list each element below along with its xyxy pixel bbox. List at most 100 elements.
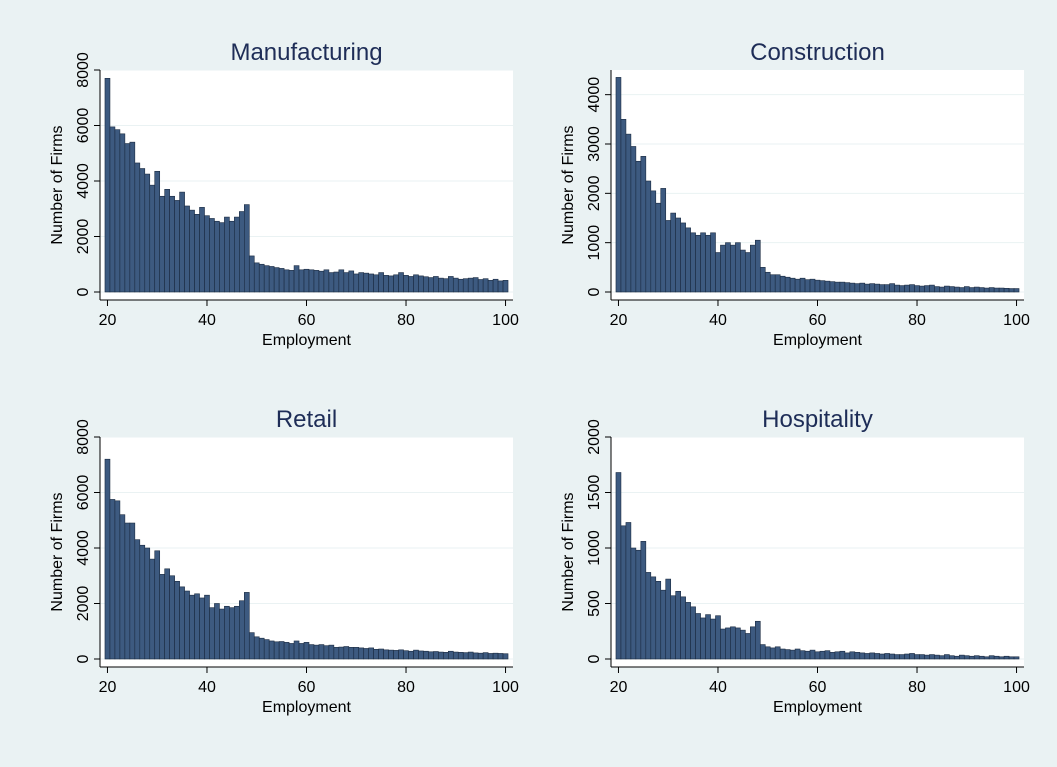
bar xyxy=(378,648,384,660)
bar xyxy=(750,626,756,660)
panel-title: Construction xyxy=(750,39,885,66)
bar xyxy=(373,274,379,293)
bar xyxy=(973,286,980,293)
bar xyxy=(680,222,686,293)
bar xyxy=(477,279,484,293)
bar xyxy=(844,652,851,660)
bar xyxy=(179,191,185,293)
bar xyxy=(789,649,796,660)
bar xyxy=(899,654,905,660)
bar xyxy=(204,215,210,293)
bar xyxy=(134,539,141,660)
bar xyxy=(954,655,960,660)
bar xyxy=(253,262,260,293)
x-tick-label: 60 xyxy=(298,312,316,329)
bar xyxy=(675,590,681,660)
bar xyxy=(472,277,479,293)
bar xyxy=(635,549,642,660)
bar xyxy=(333,271,340,293)
bar xyxy=(104,78,111,293)
bar xyxy=(209,218,215,293)
bar xyxy=(854,283,861,293)
bar xyxy=(879,653,885,660)
bar xyxy=(209,607,215,660)
bar xyxy=(730,626,736,660)
bar xyxy=(700,232,706,293)
x-tick-label: 80 xyxy=(397,679,415,696)
bar xyxy=(448,650,454,660)
bar xyxy=(849,651,856,660)
bar xyxy=(859,652,866,660)
bar xyxy=(428,277,434,293)
bar xyxy=(184,205,190,293)
x-axis-title: Employment xyxy=(262,332,351,349)
bar xyxy=(839,650,846,660)
y-tick-label: 0 xyxy=(75,287,92,296)
bar xyxy=(298,269,305,293)
bar xyxy=(764,646,771,660)
y-tick-label: 4000 xyxy=(75,163,92,199)
x-tick-label: 20 xyxy=(99,679,117,696)
x-tick-label: 80 xyxy=(908,312,926,329)
bar xyxy=(650,190,657,293)
bar xyxy=(303,268,310,293)
bar xyxy=(759,644,766,660)
bar xyxy=(869,652,876,660)
bar xyxy=(834,651,841,660)
bar xyxy=(288,270,295,293)
bar xyxy=(993,655,1000,660)
bar xyxy=(268,640,275,660)
bar xyxy=(298,643,305,660)
bar xyxy=(899,285,905,293)
bar xyxy=(338,646,345,660)
bar xyxy=(615,472,622,660)
bar xyxy=(720,628,726,660)
bar xyxy=(443,652,449,660)
y-tick-label: 0 xyxy=(586,287,603,296)
bar xyxy=(705,614,711,660)
bar xyxy=(973,655,980,660)
bar xyxy=(219,222,225,293)
bar xyxy=(149,184,156,293)
bar xyxy=(1003,655,1010,660)
bar xyxy=(204,594,210,660)
bar xyxy=(189,209,195,293)
y-tick-label: 4000 xyxy=(75,530,92,566)
bar xyxy=(418,275,424,293)
bar xyxy=(194,214,200,293)
bar xyxy=(328,272,335,293)
y-tick-label: 2000 xyxy=(586,419,603,455)
bar xyxy=(134,162,141,293)
bar xyxy=(124,143,131,293)
bar xyxy=(457,652,464,660)
bar xyxy=(263,265,270,293)
y-tick-label: 2000 xyxy=(586,175,603,211)
bar xyxy=(1008,656,1015,660)
bar xyxy=(715,252,721,293)
bar xyxy=(988,287,995,293)
bar xyxy=(879,284,885,293)
bar xyxy=(949,655,955,660)
bar xyxy=(234,216,240,293)
bar xyxy=(403,650,409,660)
bar xyxy=(189,594,195,660)
bar xyxy=(358,272,365,293)
x-tick-label: 60 xyxy=(809,679,827,696)
bar xyxy=(635,160,642,293)
bar xyxy=(403,275,409,293)
bar xyxy=(323,645,330,660)
bar xyxy=(139,544,146,660)
bar xyxy=(119,514,126,660)
bar xyxy=(467,277,474,293)
bar xyxy=(998,656,1005,660)
bar xyxy=(625,522,632,660)
bar xyxy=(849,282,856,293)
bar xyxy=(924,285,930,293)
bar xyxy=(670,595,676,660)
bar xyxy=(104,458,111,660)
bar xyxy=(308,269,315,293)
x-axis-title: Employment xyxy=(773,332,862,349)
bar xyxy=(248,255,255,293)
bar xyxy=(988,655,995,660)
